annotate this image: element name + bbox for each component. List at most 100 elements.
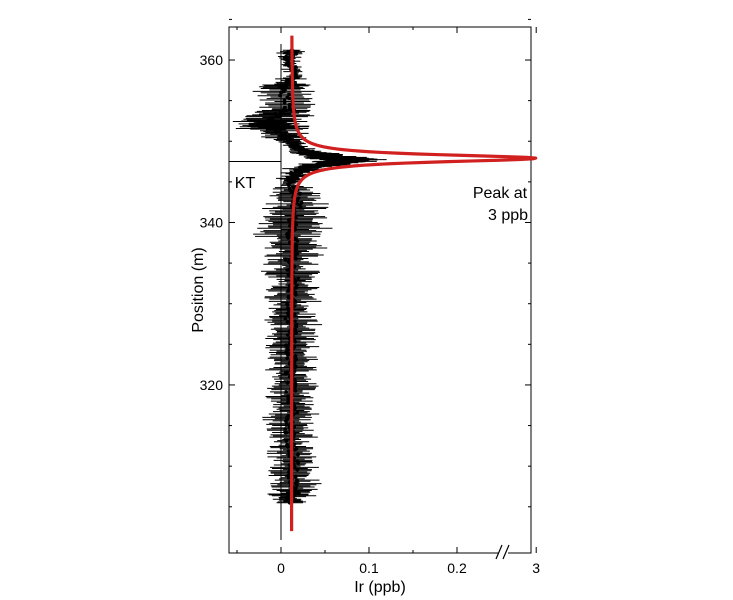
- y-tick-label: 320: [200, 377, 224, 393]
- data-point: [278, 93, 283, 98]
- data-point: [284, 419, 288, 423]
- x-axis-title: Ir (ppb): [354, 579, 406, 596]
- data-point: [292, 378, 297, 383]
- data-point: [286, 444, 290, 449]
- data-point: [294, 215, 298, 220]
- data-point: [283, 257, 288, 262]
- data-point: [296, 276, 301, 281]
- data-point: [317, 153, 322, 157]
- data-point: [343, 159, 348, 164]
- data-point: [278, 113, 283, 118]
- data-point: [293, 388, 298, 393]
- data-point: [284, 57, 288, 62]
- data-point: [284, 438, 289, 443]
- kt-label: KT: [235, 175, 256, 192]
- data-point: [283, 427, 288, 431]
- plot-frame: [228, 26, 532, 554]
- data-point: [296, 490, 300, 495]
- data-point: [286, 396, 291, 401]
- data-point: [297, 148, 302, 153]
- fit-curve: [290, 34, 538, 533]
- data-point: [285, 333, 290, 337]
- data-point: [298, 191, 302, 196]
- data-point: [335, 156, 340, 161]
- data-point: [285, 302, 290, 307]
- data-point: [351, 158, 355, 163]
- data-point: [295, 467, 300, 472]
- data-point: [287, 183, 291, 188]
- data-point: [286, 400, 290, 405]
- data-point: [292, 442, 297, 447]
- data-point: [287, 63, 291, 68]
- data-point: [294, 330, 298, 335]
- data-point: [266, 123, 271, 128]
- data-point: [292, 465, 297, 470]
- data-point: [303, 168, 308, 173]
- axis-break-gap: [498, 543, 508, 563]
- data-point: [277, 128, 282, 133]
- data-point: [286, 178, 291, 183]
- data-point: [286, 235, 291, 240]
- data-point: [295, 239, 300, 243]
- data-point: [284, 108, 289, 113]
- data-point: [289, 143, 294, 148]
- data-point: [328, 155, 333, 159]
- data-point: [331, 161, 335, 166]
- data-point: [286, 475, 291, 480]
- data-point: [298, 205, 303, 210]
- data-point: [282, 101, 287, 105]
- data-point: [283, 316, 288, 321]
- data-point: [284, 422, 289, 427]
- data-point: [285, 352, 290, 357]
- data-point: [292, 369, 297, 373]
- x-tick-label: 3: [532, 560, 540, 576]
- data-point: [283, 132, 288, 137]
- data-point: [285, 51, 289, 55]
- data-point: [292, 185, 296, 190]
- data-point: [287, 106, 292, 111]
- axis-break: [495, 543, 510, 563]
- data-point: [291, 179, 296, 184]
- data-point: [347, 157, 352, 162]
- data-point: [286, 272, 291, 277]
- data-point: [295, 410, 300, 415]
- x-tick-label: 0: [277, 560, 285, 576]
- data-point: [303, 149, 307, 154]
- data-point: [279, 90, 284, 95]
- data-point: [292, 448, 297, 452]
- data-point: [283, 430, 288, 435]
- data-point: [285, 268, 290, 272]
- data-point: [293, 292, 298, 297]
- plot-border: [228, 26, 532, 554]
- data-point: [313, 164, 318, 169]
- data-point: [277, 84, 282, 89]
- y-tick-label: 340: [200, 214, 224, 230]
- data-point: [287, 296, 291, 300]
- data-point: [282, 98, 287, 102]
- data-point: [274, 114, 279, 119]
- data-point: [309, 151, 314, 155]
- data-point: [306, 150, 311, 155]
- data-point: [287, 96, 292, 101]
- data-point: [287, 92, 291, 97]
- data-point: [335, 160, 340, 165]
- data-point: [270, 126, 275, 131]
- x-ticks: 0 0.1 0.2 3: [236, 27, 540, 576]
- data-point: [292, 359, 297, 364]
- data-point: [292, 489, 297, 494]
- x-tick-label: 0.2: [447, 560, 467, 576]
- data-point: [287, 103, 292, 108]
- data-point: [293, 253, 298, 257]
- axis-break-mark: [495, 544, 503, 560]
- x-tick-label: 0.1: [359, 560, 379, 576]
- data-point: [287, 224, 292, 228]
- data-point: [294, 482, 299, 487]
- data-point: [293, 474, 298, 479]
- data-point: [280, 134, 284, 139]
- peak-annotation-line2: 3 ppb: [488, 207, 528, 224]
- data-point: [293, 319, 297, 324]
- data-point: [292, 365, 297, 370]
- data-point: [286, 289, 291, 293]
- axis-break-mark: [502, 544, 510, 560]
- data-point: [338, 160, 343, 165]
